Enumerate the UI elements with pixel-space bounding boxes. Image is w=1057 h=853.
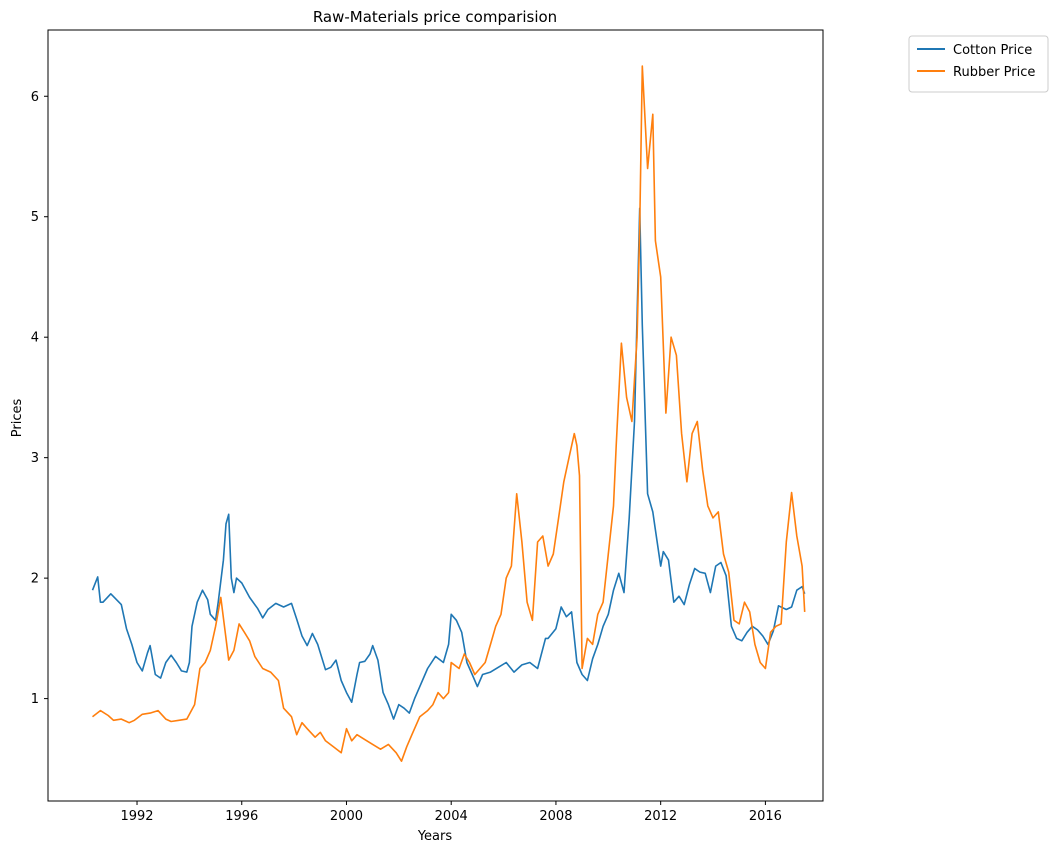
chart-title: Raw-Materials price comparision	[313, 8, 557, 26]
x-tick-label: 2004	[435, 809, 468, 824]
y-tick-label: 3	[31, 451, 39, 466]
y-tick-label: 6	[31, 90, 39, 105]
y-tick-label: 2	[31, 572, 39, 587]
x-axis: 1992 1996 2000 2004 2008 2012 2016	[120, 801, 782, 824]
plot-frame	[47, 29, 824, 802]
x-tick-label: 2000	[330, 809, 363, 824]
legend: Cotton Price Rubber Price	[908, 35, 1049, 93]
y-tick-label: 1	[31, 692, 39, 707]
x-tick-label: 2008	[539, 809, 572, 824]
y-tick-label: 5	[31, 210, 39, 225]
x-tick-label: 1996	[225, 809, 258, 824]
x-tick-label: 2012	[644, 809, 677, 824]
y-tick-label: 4	[31, 331, 39, 346]
legend-label: Cotton Price	[953, 43, 1032, 58]
x-tick-label: 2016	[749, 809, 782, 824]
y-axis: 1 2 3 4 5 6	[31, 90, 48, 707]
series-line-rubber-price	[92, 65, 806, 763]
y-axis-title: Prices	[10, 399, 25, 438]
series-line-cotton-price	[91, 207, 806, 720]
legend-label: Rubber Price	[953, 65, 1035, 80]
plot-area	[91, 65, 806, 763]
x-axis-title: Years	[417, 829, 453, 844]
x-tick-label: 1992	[120, 809, 153, 824]
